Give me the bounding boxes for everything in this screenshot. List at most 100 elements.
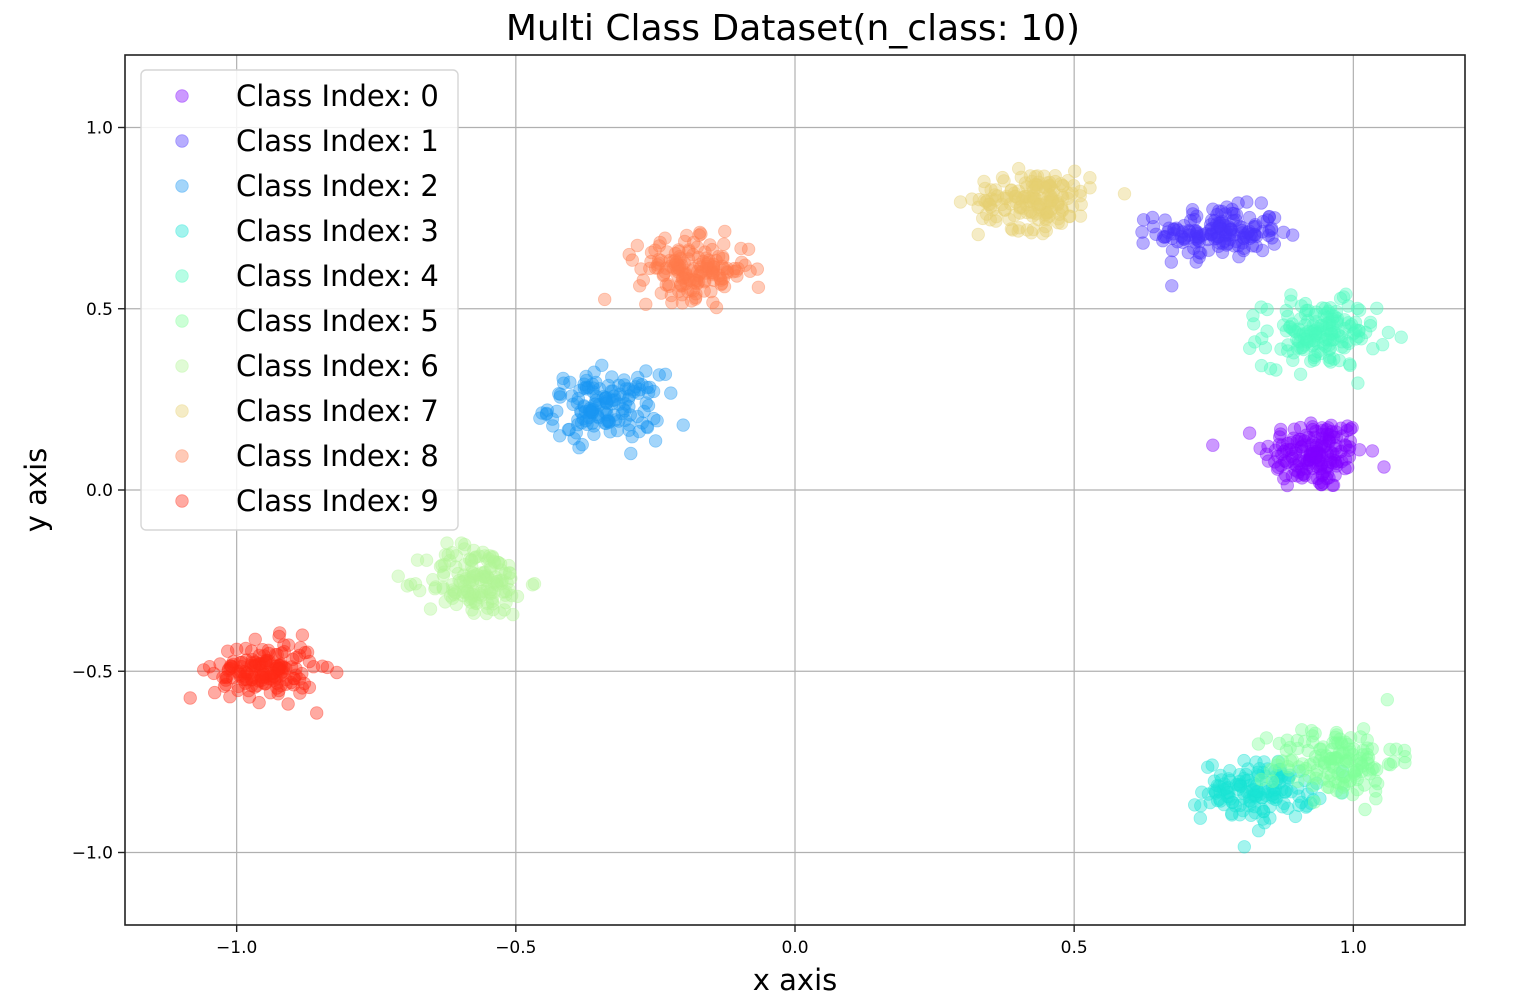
data-point (1219, 781, 1233, 796)
data-point (1318, 332, 1333, 347)
data-point (1274, 766, 1288, 780)
data-point (1232, 774, 1247, 789)
data-point (1272, 430, 1287, 444)
data-point (248, 632, 262, 647)
data-point (1169, 221, 1184, 235)
data-point (712, 249, 726, 264)
data-point (468, 596, 483, 610)
data-point (670, 262, 684, 277)
data-point (1273, 422, 1288, 437)
data-point (671, 261, 685, 276)
data-point (460, 584, 474, 599)
data-point (674, 251, 688, 266)
data-point (631, 376, 646, 391)
data-point (1242, 790, 1257, 804)
data-point (653, 235, 667, 250)
data-point (472, 549, 487, 563)
data-point (1270, 790, 1284, 804)
data-point (1286, 353, 1300, 368)
data-point (1317, 759, 1332, 773)
data-point (1005, 223, 1020, 237)
data-point (1165, 243, 1180, 258)
data-point (1268, 764, 1282, 778)
data-point (1294, 433, 1309, 447)
data-point (483, 560, 498, 574)
data-point (1194, 799, 1208, 813)
data-point (1309, 424, 1323, 439)
data-point (272, 658, 286, 673)
data-point (1298, 468, 1312, 483)
data-point (1031, 212, 1046, 227)
data-point (1261, 439, 1275, 454)
data-point (462, 586, 476, 601)
data-point (1292, 453, 1306, 468)
data-point (1156, 233, 1170, 248)
data-point (1294, 440, 1309, 454)
data-point (223, 690, 237, 704)
data-point (1268, 792, 1283, 807)
data-point (1333, 762, 1347, 776)
data-point (1345, 787, 1360, 802)
data-point (1299, 327, 1313, 341)
data-point (1310, 446, 1324, 460)
data-point (1195, 228, 1210, 242)
data-point (469, 550, 483, 564)
data-point (245, 672, 259, 686)
data-point (1307, 350, 1322, 365)
data-point (196, 663, 211, 677)
data-point (510, 589, 525, 604)
data-point (533, 411, 547, 425)
data-point (1237, 771, 1251, 786)
data-point (1280, 478, 1295, 493)
data-point (983, 213, 998, 227)
data-point (1325, 327, 1339, 341)
data-point (1256, 804, 1271, 819)
data-point (1233, 798, 1247, 813)
data-point (1320, 323, 1334, 338)
data-point (1271, 460, 1286, 475)
data-point (1329, 725, 1344, 740)
data-point (666, 261, 681, 275)
data-point (1333, 732, 1347, 746)
data-point (1235, 226, 1249, 240)
data-point (1271, 754, 1286, 769)
data-point (1193, 246, 1208, 260)
data-point (270, 681, 284, 695)
data-point (1206, 438, 1220, 452)
data-point (503, 566, 517, 581)
data-point (1332, 750, 1346, 764)
data-point (1277, 454, 1292, 468)
data-point (254, 669, 268, 684)
data-point (1162, 221, 1176, 235)
data-point (1342, 357, 1357, 371)
x-tick-label: −0.5 (495, 938, 536, 958)
data-point (226, 671, 240, 685)
data-point (592, 398, 606, 412)
data-point (1383, 758, 1398, 772)
data-point (1316, 318, 1330, 333)
data-point (426, 573, 440, 587)
data-point (260, 654, 274, 668)
data-point (1213, 794, 1228, 808)
data-point (267, 669, 281, 684)
data-point (1285, 322, 1300, 336)
data-point (1272, 776, 1287, 790)
data-point (485, 591, 500, 606)
data-point (1281, 309, 1295, 324)
data-point (1217, 797, 1231, 812)
data-point (1043, 204, 1057, 219)
data-point (1297, 734, 1312, 749)
data-point (1236, 230, 1250, 245)
data-point (1043, 194, 1057, 208)
data-point (1227, 206, 1241, 221)
data-point (579, 414, 593, 428)
data-point (694, 260, 708, 274)
data-point (274, 658, 288, 673)
data-point (1292, 789, 1306, 803)
data-point (1381, 325, 1396, 340)
data-point (1251, 769, 1266, 783)
data-point (1301, 314, 1315, 328)
data-point (436, 568, 451, 582)
data-point (1282, 443, 1297, 457)
